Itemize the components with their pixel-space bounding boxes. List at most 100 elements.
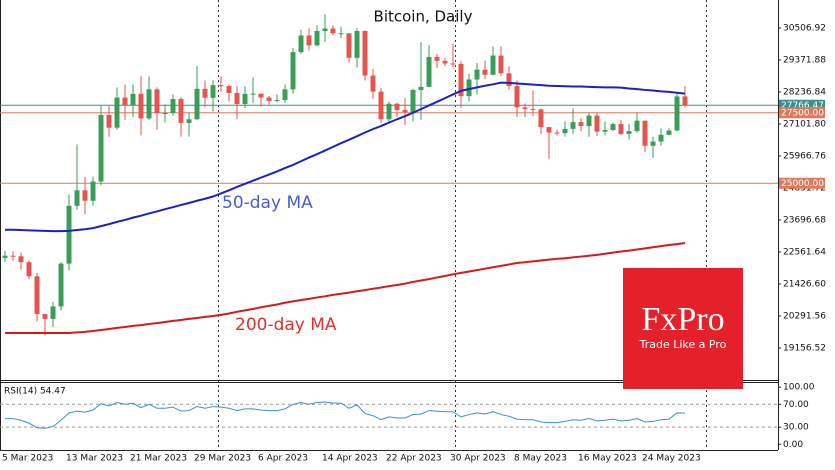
x-tick-label: 30 Apr 2023 (450, 454, 506, 464)
y-tick-label: 28236.84 (783, 87, 826, 97)
candle-body (98, 115, 104, 182)
candle-body (330, 28, 336, 34)
price-level-label: 27500.00 (781, 108, 824, 118)
candle-body (170, 98, 176, 114)
candle-body (386, 103, 392, 120)
candle-body (274, 100, 280, 102)
candle-body (242, 93, 248, 105)
series-label: 200-day MA (235, 315, 337, 335)
y-tick-label: 27101.80 (783, 119, 826, 129)
price-level-box (779, 107, 825, 119)
candle-body (658, 134, 664, 142)
candle-body (306, 35, 312, 46)
candle-body (450, 63, 456, 65)
candle-body (514, 85, 520, 108)
candle-body (266, 97, 272, 101)
y-tick-label: 22561.64 (783, 247, 826, 257)
candle-body (82, 190, 88, 201)
x-tick-label: 16 May 2023 (578, 454, 637, 464)
candle-body (42, 314, 48, 319)
candle-body (498, 55, 504, 74)
candle-body (10, 255, 16, 257)
logo-tagline: Trade Like a Pro (639, 338, 727, 351)
y-tick-label: 21426.60 (783, 279, 826, 289)
y-tick-label: 20291.56 (783, 311, 826, 321)
plot-layer: 30506.92 29371.88 28236.84 27101.80 25966.76… (0, 14, 826, 464)
candle-body (394, 103, 400, 110)
y-tick-label: 0.00 (783, 440, 803, 450)
candle-body (58, 263, 64, 307)
candle-body (402, 109, 408, 113)
candle-body (594, 115, 600, 132)
candle-body (162, 113, 168, 115)
candle-body (122, 97, 128, 106)
x-tick-label: 24 May 2023 (642, 454, 701, 464)
candle-body (138, 93, 144, 119)
y-tick-label: 29371.88 (783, 55, 826, 65)
price-level-label: 25000.00 (781, 179, 824, 189)
y-tick-label: 30506.92 (783, 23, 826, 33)
series-line (5, 81, 686, 233)
candle-body (250, 93, 256, 95)
price-level-box (779, 177, 825, 189)
candle-body (618, 124, 624, 134)
rsi-title: RSI(14) 54.47 (4, 387, 66, 397)
candle-body (18, 256, 24, 263)
candle-body (650, 141, 656, 146)
candle-body (74, 190, 80, 206)
candle-body (258, 93, 264, 98)
candle-body (322, 28, 328, 32)
candle-body (506, 73, 512, 86)
candle-body (522, 107, 528, 110)
candle-body (50, 306, 56, 319)
candle-body (378, 91, 384, 120)
candle-body (354, 31, 360, 58)
candle-body (530, 109, 536, 111)
candle-body (178, 98, 184, 123)
x-tick-label: 6 Apr 2023 (258, 454, 308, 464)
candle-body (298, 35, 304, 53)
candle-body (458, 63, 464, 97)
x-tick-label: 29 Mar 2023 (194, 454, 251, 464)
x-tick-label: 13 Mar 2023 (66, 454, 123, 464)
candle-body (602, 129, 608, 132)
candle-body (490, 55, 496, 75)
candle-body (370, 75, 376, 92)
y-tick-label: 19156.52 (783, 343, 826, 353)
candle-body (314, 31, 320, 46)
candle-body (474, 69, 480, 80)
x-tick-label: 5 Mar 2023 (2, 454, 53, 464)
candle-body (578, 122, 584, 127)
x-tick-label: 8 May 2023 (514, 454, 567, 464)
series-line (5, 242, 686, 334)
candle-body (66, 205, 72, 264)
candle-body (34, 276, 40, 315)
candle-body (26, 262, 32, 277)
candle-body (426, 56, 432, 87)
candle-body (154, 89, 160, 114)
series-label: 50-day MA (222, 193, 313, 213)
candle-body (642, 120, 648, 146)
candle-body (538, 109, 544, 128)
candle-body (682, 96, 688, 106)
y-tick-label: 70.00 (783, 400, 809, 410)
series-line (5, 401, 686, 429)
y-tick-label: 100.00 (783, 383, 815, 393)
candle-body (674, 96, 680, 131)
candle-body (210, 85, 216, 98)
candle-body (186, 119, 192, 123)
chart-title: Bitcoin, Daily (374, 8, 473, 26)
candle-body (338, 33, 344, 35)
candle-body (146, 89, 152, 119)
candle-body (130, 93, 136, 106)
candle-body (194, 88, 200, 120)
candle-body (234, 93, 240, 105)
logo-text: FxPro (641, 301, 724, 338)
candle-body (610, 124, 616, 130)
y-tick-label: 30.00 (783, 423, 809, 433)
candle-body (362, 31, 368, 76)
price-level-label: 27766.47 (781, 101, 824, 111)
